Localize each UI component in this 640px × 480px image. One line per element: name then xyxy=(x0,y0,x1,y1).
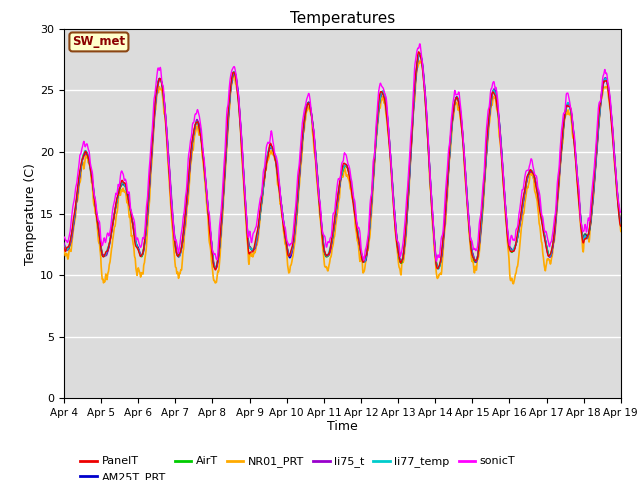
li75_t xyxy=(184,188,191,194)
PanelT xyxy=(184,181,191,187)
Y-axis label: Temperature (C): Temperature (C) xyxy=(24,163,37,264)
NR01_PRT xyxy=(60,248,68,253)
sonicT xyxy=(184,163,191,169)
Text: SW_met: SW_met xyxy=(72,36,125,48)
PanelT xyxy=(502,220,510,226)
sonicT xyxy=(433,258,440,264)
Line: li77_temp: li77_temp xyxy=(64,54,621,269)
AM25T_PRT xyxy=(502,214,510,220)
PanelT xyxy=(246,249,254,255)
AM25T_PRT xyxy=(60,246,68,252)
li77_temp xyxy=(435,266,442,272)
li77_temp xyxy=(60,244,68,250)
li77_temp xyxy=(429,225,437,231)
sonicT xyxy=(552,211,559,216)
PanelT xyxy=(617,223,625,229)
sonicT xyxy=(60,234,68,240)
NR01_PRT xyxy=(552,227,559,233)
AirT xyxy=(552,221,559,227)
Line: AM25T_PRT: AM25T_PRT xyxy=(64,54,621,269)
li75_t xyxy=(429,225,437,230)
li75_t xyxy=(170,229,178,235)
sonicT xyxy=(246,229,254,235)
PanelT xyxy=(415,49,422,55)
li77_temp xyxy=(246,245,254,251)
AM25T_PRT xyxy=(617,221,625,227)
PanelT xyxy=(552,216,559,222)
AM25T_PRT xyxy=(170,231,178,237)
AM25T_PRT xyxy=(552,220,559,226)
NR01_PRT xyxy=(415,58,423,64)
li77_temp xyxy=(552,218,559,224)
NR01_PRT xyxy=(429,228,437,234)
AM25T_PRT xyxy=(246,246,254,252)
AM25T_PRT xyxy=(184,186,191,192)
li75_t xyxy=(617,219,625,225)
li75_t xyxy=(60,240,68,246)
AirT xyxy=(212,266,220,272)
Title: Temperatures: Temperatures xyxy=(290,11,395,26)
li77_temp xyxy=(416,51,424,57)
li77_temp xyxy=(170,235,178,241)
sonicT xyxy=(617,209,625,215)
li77_temp xyxy=(502,218,510,224)
PanelT xyxy=(170,236,178,241)
AirT xyxy=(429,227,437,232)
sonicT xyxy=(170,233,178,239)
li75_t xyxy=(502,213,510,218)
Line: li75_t: li75_t xyxy=(64,55,621,268)
Legend: PanelT, AM25T_PRT, AirT, NR01_PRT, li75_t, li77_temp, sonicT: PanelT, AM25T_PRT, AirT, NR01_PRT, li75_… xyxy=(76,452,520,480)
sonicT xyxy=(416,41,424,47)
NR01_PRT xyxy=(502,218,509,224)
NR01_PRT xyxy=(509,281,517,287)
AM25T_PRT xyxy=(416,51,424,57)
Line: NR01_PRT: NR01_PRT xyxy=(64,61,621,284)
AirT xyxy=(617,223,625,228)
PanelT xyxy=(429,228,437,234)
li75_t xyxy=(552,224,559,229)
sonicT xyxy=(429,216,437,222)
Line: PanelT: PanelT xyxy=(64,52,621,270)
Line: sonicT: sonicT xyxy=(64,44,621,261)
AM25T_PRT xyxy=(212,266,220,272)
PanelT xyxy=(60,244,68,250)
li77_temp xyxy=(617,222,625,228)
AM25T_PRT xyxy=(429,226,437,232)
li75_t xyxy=(212,265,220,271)
X-axis label: Time: Time xyxy=(327,420,358,432)
AirT xyxy=(170,233,178,239)
li75_t xyxy=(416,52,424,58)
AirT xyxy=(246,244,254,250)
li75_t xyxy=(246,245,254,251)
li77_temp xyxy=(184,183,191,189)
AirT xyxy=(184,185,191,191)
PanelT xyxy=(211,267,219,273)
AirT xyxy=(60,241,68,247)
NR01_PRT xyxy=(617,228,625,234)
AirT xyxy=(416,50,424,56)
NR01_PRT xyxy=(170,252,178,257)
sonicT xyxy=(502,212,510,217)
NR01_PRT xyxy=(246,252,254,257)
AirT xyxy=(502,215,510,220)
Line: AirT: AirT xyxy=(64,53,621,269)
NR01_PRT xyxy=(184,201,191,207)
